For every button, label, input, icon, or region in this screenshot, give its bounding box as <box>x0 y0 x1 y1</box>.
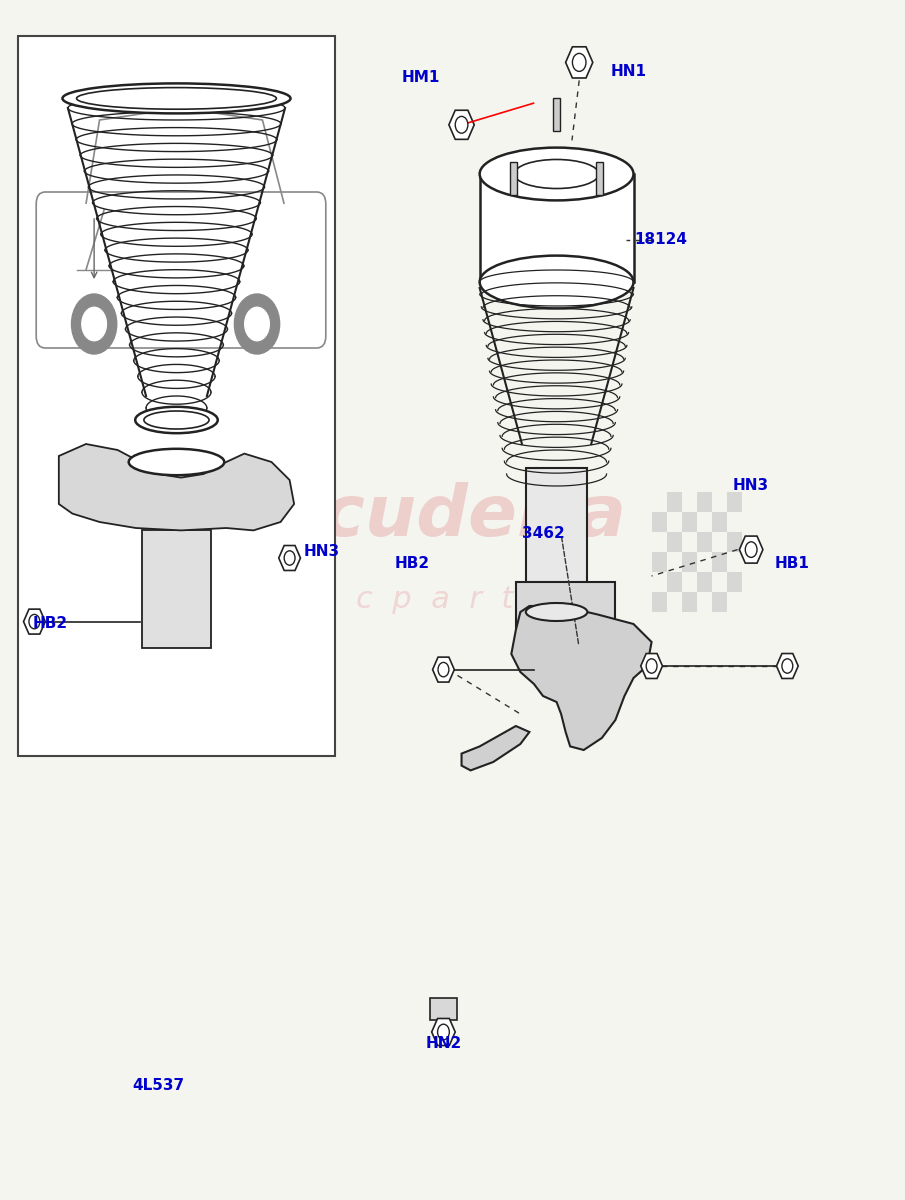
Bar <box>480 174 634 282</box>
Polygon shape <box>59 444 294 530</box>
Text: scuderia: scuderia <box>279 481 626 551</box>
Bar <box>667 532 681 552</box>
Bar <box>727 532 742 552</box>
Ellipse shape <box>129 449 224 475</box>
Ellipse shape <box>62 83 291 113</box>
Polygon shape <box>641 654 662 678</box>
Polygon shape <box>432 1019 455 1045</box>
Bar <box>697 492 712 512</box>
Ellipse shape <box>144 410 209 428</box>
Polygon shape <box>430 998 457 1020</box>
Bar <box>667 492 681 512</box>
Bar <box>526 468 587 612</box>
Circle shape <box>438 662 449 677</box>
Bar <box>681 512 697 532</box>
Text: HN3: HN3 <box>733 479 769 493</box>
Bar <box>681 552 697 572</box>
Polygon shape <box>511 606 652 750</box>
Circle shape <box>782 659 793 673</box>
Circle shape <box>745 541 757 557</box>
Circle shape <box>455 116 468 133</box>
Polygon shape <box>24 610 45 634</box>
Ellipse shape <box>480 148 634 200</box>
Bar <box>712 592 727 612</box>
Bar <box>18 36 335 756</box>
Circle shape <box>646 659 657 673</box>
Circle shape <box>284 551 295 565</box>
Text: HM1: HM1 <box>402 71 440 85</box>
Bar <box>553 97 560 131</box>
Bar <box>652 512 667 532</box>
Polygon shape <box>462 726 529 770</box>
Circle shape <box>243 306 271 342</box>
Polygon shape <box>433 658 454 682</box>
Text: 4L537: 4L537 <box>132 1079 185 1093</box>
Text: HB2: HB2 <box>395 557 429 571</box>
Text: 3462: 3462 <box>521 527 565 541</box>
Bar <box>697 532 712 552</box>
Bar <box>510 162 517 196</box>
Bar <box>727 572 742 592</box>
Polygon shape <box>449 110 474 139</box>
Bar <box>652 592 667 612</box>
Bar <box>516 582 615 630</box>
Text: c  p  a  r  t  s: c p a r t s <box>357 586 548 614</box>
Circle shape <box>81 306 108 342</box>
Circle shape <box>438 1024 449 1039</box>
Bar <box>142 530 211 648</box>
Polygon shape <box>739 536 763 563</box>
Text: HN1: HN1 <box>611 65 647 79</box>
Bar <box>596 162 604 196</box>
Text: HN2: HN2 <box>425 1037 462 1051</box>
Ellipse shape <box>526 602 587 622</box>
Polygon shape <box>776 654 798 678</box>
Text: HB1: HB1 <box>775 557 809 571</box>
Circle shape <box>234 294 280 354</box>
Bar <box>697 572 712 592</box>
Bar <box>652 552 667 572</box>
Bar <box>681 592 697 612</box>
Bar <box>727 492 742 512</box>
Polygon shape <box>566 47 593 78</box>
Text: 18124: 18124 <box>634 233 687 247</box>
Bar <box>712 552 727 572</box>
Bar <box>712 512 727 532</box>
Text: HB2: HB2 <box>33 617 67 631</box>
Circle shape <box>29 614 40 629</box>
Ellipse shape <box>514 160 599 188</box>
Circle shape <box>71 294 117 354</box>
Bar <box>667 572 681 592</box>
Ellipse shape <box>135 407 218 433</box>
Ellipse shape <box>77 88 276 109</box>
Text: HN3: HN3 <box>303 545 339 559</box>
Polygon shape <box>279 546 300 570</box>
FancyBboxPatch shape <box>36 192 326 348</box>
Ellipse shape <box>480 256 634 308</box>
Circle shape <box>572 53 586 72</box>
